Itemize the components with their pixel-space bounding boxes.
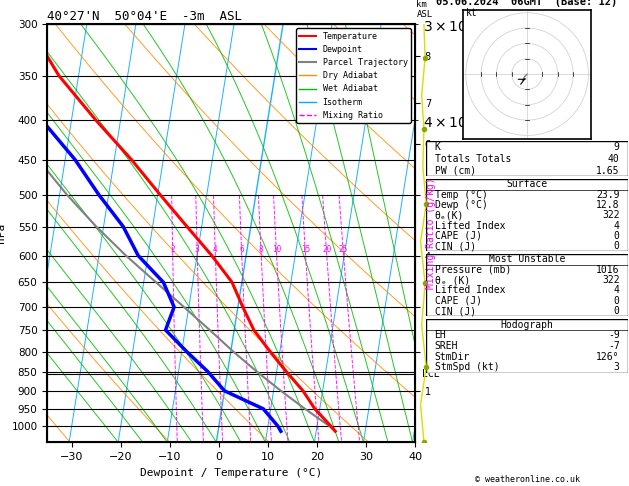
Text: 4: 4 [213, 245, 218, 254]
Text: 4: 4 [614, 221, 620, 230]
Text: 1.65: 1.65 [596, 166, 620, 175]
Text: 1016: 1016 [596, 265, 620, 275]
Text: Lifted Index: Lifted Index [435, 285, 505, 295]
Text: CAPE (J): CAPE (J) [435, 296, 482, 306]
Text: -9: -9 [608, 330, 620, 340]
Text: 05.06.2024  06GMT  (Base: 12): 05.06.2024 06GMT (Base: 12) [437, 0, 618, 7]
Text: -7: -7 [608, 341, 620, 351]
Text: SREH: SREH [435, 341, 458, 351]
Text: 12.8: 12.8 [596, 200, 620, 210]
Text: θₑ (K): θₑ (K) [435, 275, 470, 285]
Legend: Temperature, Dewpoint, Parcel Trajectory, Dry Adiabat, Wet Adiabat, Isotherm, Mi: Temperature, Dewpoint, Parcel Trajectory… [296, 29, 411, 123]
Text: 126°: 126° [596, 352, 620, 362]
Text: PW (cm): PW (cm) [435, 166, 476, 175]
FancyBboxPatch shape [426, 141, 628, 176]
Text: 40: 40 [608, 154, 620, 164]
Text: km
ASL: km ASL [416, 0, 433, 19]
Text: 0: 0 [614, 296, 620, 306]
Text: 0: 0 [614, 231, 620, 241]
Text: 322: 322 [602, 210, 620, 220]
Text: θₑ(K): θₑ(K) [435, 210, 464, 220]
Text: LCL: LCL [423, 369, 440, 379]
Text: Totals Totals: Totals Totals [435, 154, 511, 164]
Text: kt: kt [465, 8, 477, 18]
Y-axis label: hPa: hPa [0, 223, 6, 243]
FancyBboxPatch shape [426, 179, 628, 251]
Text: Mixing Ratio (g/kg): Mixing Ratio (g/kg) [426, 177, 436, 289]
FancyBboxPatch shape [426, 319, 628, 373]
Text: K: K [435, 142, 440, 152]
Text: 2: 2 [170, 245, 175, 254]
Text: Dewp (°C): Dewp (°C) [435, 200, 487, 210]
Text: 322: 322 [602, 275, 620, 285]
Text: Hodograph: Hodograph [501, 320, 554, 330]
FancyBboxPatch shape [426, 254, 628, 316]
Text: CIN (J): CIN (J) [435, 306, 476, 316]
Text: 40°27'N  50°04'E  -3m  ASL: 40°27'N 50°04'E -3m ASL [47, 10, 242, 23]
Text: CIN (J): CIN (J) [435, 241, 476, 251]
Text: StmSpd (kt): StmSpd (kt) [435, 363, 499, 372]
Text: StmDir: StmDir [435, 352, 470, 362]
X-axis label: Dewpoint / Temperature (°C): Dewpoint / Temperature (°C) [140, 468, 322, 478]
Text: 15: 15 [301, 245, 310, 254]
Text: 9: 9 [614, 142, 620, 152]
Text: 6: 6 [240, 245, 244, 254]
Text: 4: 4 [614, 285, 620, 295]
Text: © weatheronline.co.uk: © weatheronline.co.uk [475, 474, 579, 484]
Text: 8: 8 [259, 245, 264, 254]
Text: 10: 10 [272, 245, 281, 254]
Text: 0: 0 [614, 306, 620, 316]
Text: 23.9: 23.9 [596, 190, 620, 200]
Text: Pressure (mb): Pressure (mb) [435, 265, 511, 275]
Text: 20: 20 [322, 245, 331, 254]
Text: 0: 0 [614, 241, 620, 251]
Text: CAPE (J): CAPE (J) [435, 231, 482, 241]
Text: Surface: Surface [506, 179, 548, 190]
Text: Temp (°C): Temp (°C) [435, 190, 487, 200]
Text: EH: EH [435, 330, 446, 340]
Text: Most Unstable: Most Unstable [489, 254, 565, 264]
Text: 25: 25 [339, 245, 348, 254]
Text: 3: 3 [195, 245, 199, 254]
Text: 3: 3 [614, 363, 620, 372]
Text: Lifted Index: Lifted Index [435, 221, 505, 230]
